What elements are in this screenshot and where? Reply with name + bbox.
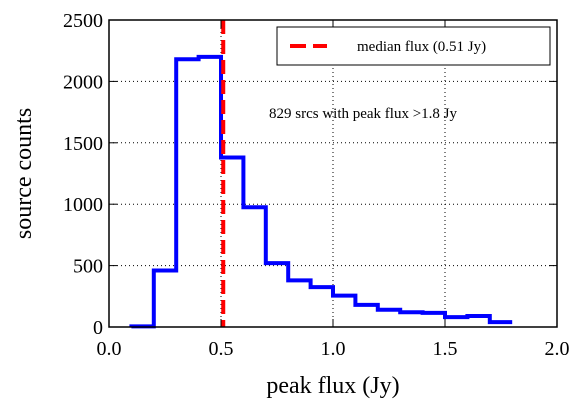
y-tick-label-3: 1500 xyxy=(63,133,103,155)
y-tick-label-4: 2000 xyxy=(63,71,103,93)
histogram-bin-3 xyxy=(199,57,221,327)
x-tick-label-1: 0.5 xyxy=(209,338,234,360)
x-axis-label: peak flux (Jy) xyxy=(266,373,399,399)
grid xyxy=(109,20,557,327)
histogram-bin-7 xyxy=(288,280,310,327)
annotation-text: 829 srcs with peak flux >1.8 Jy xyxy=(269,106,458,122)
histogram-bin-13 xyxy=(423,313,445,327)
histogram-step-line xyxy=(129,54,513,329)
histogram-bin-6 xyxy=(266,263,288,327)
x-tick-label-2: 1.0 xyxy=(321,338,346,360)
y-tick-label-5: 2500 xyxy=(63,10,103,32)
y-tick-label-0: 0 xyxy=(93,317,103,339)
legend-median-label: median flux (0.51 Jy) xyxy=(357,39,486,55)
histogram-bin-12 xyxy=(400,312,422,327)
y-tick-label-1: 500 xyxy=(73,256,103,278)
histogram-series xyxy=(129,54,513,329)
histogram-bin-2 xyxy=(176,59,198,327)
histogram-bin-10 xyxy=(355,305,377,327)
histogram-bin-9 xyxy=(333,296,355,327)
legend: median flux (0.51 Jy) xyxy=(276,26,551,66)
histogram-bin-8 xyxy=(311,287,333,327)
histogram-bin-11 xyxy=(378,310,400,327)
axis-ticks: 0.0 0.5 1.0 1.5 2.0 0 500 1000 1500 2000 2500 xyxy=(63,10,570,360)
histogram-bin-1 xyxy=(154,271,176,327)
x-tick-label-3: 1.5 xyxy=(433,338,458,360)
y-tick-label-2: 1000 xyxy=(63,194,103,216)
y-axis-label: source counts xyxy=(11,108,37,239)
x-tick-label-0: 0.0 xyxy=(97,338,122,360)
x-tick-label-4: 2.0 xyxy=(545,338,570,360)
histogram-bin-5 xyxy=(243,207,265,327)
